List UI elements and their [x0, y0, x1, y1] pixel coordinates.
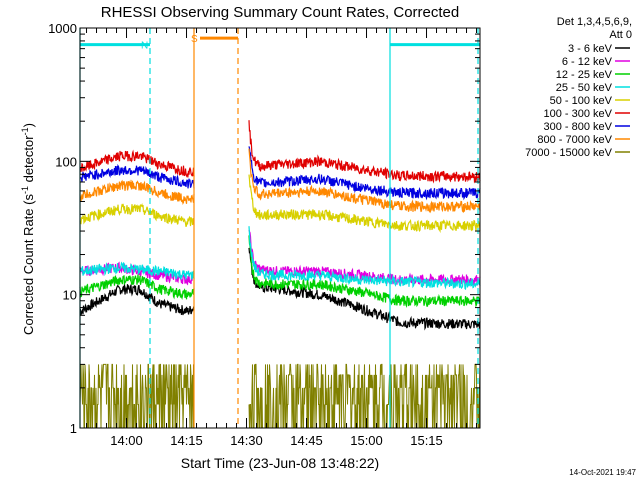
- series-line-3-6-kev: [79, 247, 481, 331]
- series-line-800-7000-kev: [79, 148, 481, 214]
- legend-label-7000-15000-kev: 7000 - 15000 keV: [525, 147, 613, 159]
- y-tick-label: 10: [63, 288, 77, 303]
- legend-label-50-100-kev: 50 - 100 keV: [550, 95, 613, 107]
- mode-segment-label: S: [191, 34, 198, 45]
- legend-label-300-800-kev: 300 - 800 keV: [544, 121, 613, 133]
- x-tick-label: 14:00: [110, 433, 143, 448]
- series-line-300-800-kev: [79, 146, 481, 201]
- y-tick-label: 100: [55, 154, 77, 169]
- y-axis-label-main: Corrected Count Rate (s: [21, 194, 36, 335]
- series-line-100-300-kev: [79, 120, 481, 184]
- y-axis-label-sup1: -1: [20, 186, 30, 194]
- y-axis-label: Corrected Count Rate (s-1 detector-1): [20, 123, 36, 335]
- legend-header-attenuator: Att 0: [609, 29, 632, 41]
- y-tick-label: 1000: [48, 21, 77, 36]
- y-axis-label-sup2: -1: [20, 127, 30, 135]
- series-line-50-100-kev: [79, 174, 481, 234]
- series-layer: [79, 120, 481, 429]
- legend-label-6-12-kev: 6 - 12 keV: [562, 56, 613, 68]
- chart-title: RHESSI Observing Summary Count Rates, Co…: [101, 4, 459, 21]
- x-tick-label: 15:00: [350, 433, 383, 448]
- y-axis-label-mid: detector: [21, 135, 36, 186]
- y-axis: 1 10 100 1000: [48, 21, 480, 436]
- series-line-12-25-kev: [79, 235, 481, 309]
- x-tick-label: 15:15: [410, 433, 443, 448]
- legend-label-3-6-kev: 3 - 6 keV: [568, 43, 613, 55]
- x-tick-label: 14:45: [290, 433, 323, 448]
- x-axis-label: Start Time (23-Jun-08 13:48:22): [181, 455, 379, 471]
- legend-label-12-25-kev: 12 - 25 keV: [556, 69, 613, 81]
- series-line-25-50-kev: [79, 226, 481, 291]
- y-axis-label-end: ): [21, 123, 36, 127]
- generated-timestamp: 14-Oct-2021 19:47: [569, 468, 636, 477]
- x-axis: 14:00 14:15 14:30 14:45 15:00 15:15: [86, 28, 478, 448]
- y-tick-label: 1: [70, 421, 77, 436]
- legend-header-detectors: Det 1,3,4,5,6,9,: [557, 16, 632, 28]
- mode-segment-label: N: [141, 41, 148, 52]
- x-tick-label: 14:15: [170, 433, 203, 448]
- plot-frame: [79, 27, 481, 429]
- legend-label-25-50-kev: 25 - 50 keV: [556, 82, 613, 94]
- x-tick-label: 14:30: [230, 433, 263, 448]
- legend-label-800-7000-kev: 800 - 7000 keV: [537, 134, 612, 146]
- legend-label-100-300-kev: 100 - 300 keV: [544, 108, 613, 120]
